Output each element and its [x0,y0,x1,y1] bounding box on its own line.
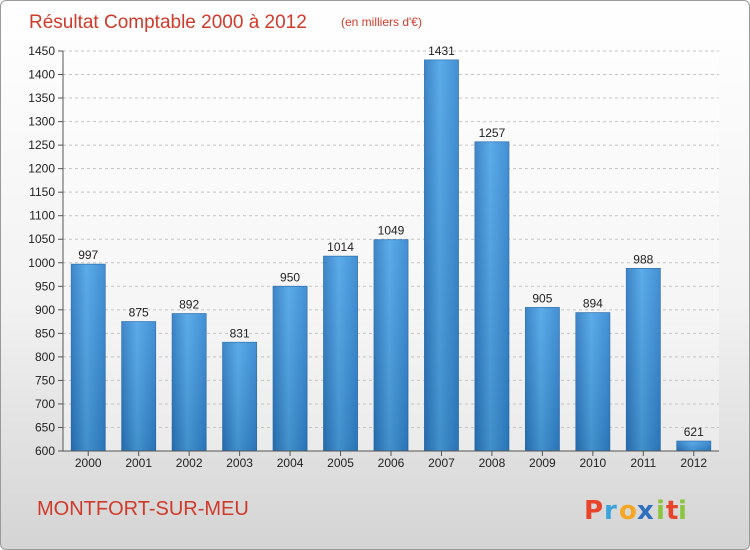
data-label: 1049 [378,224,405,238]
y-axis: 600 650 700 750 800 850 900 950 1000 1050 1100 1150… [28,44,64,458]
bar-shade [474,141,509,451]
data-label: 988 [633,252,653,266]
y-tick-label: 950 [35,279,55,293]
logo-letter: P [584,496,603,526]
city-name: MONTFORT-SUR-MEU [37,498,249,520]
chart-title: Résultat Comptable 2000 à 2012 [29,12,307,33]
bar-shade [172,313,207,451]
y-tick-label: 1450 [28,44,55,58]
x-tick-label: 2007 [428,456,455,470]
bar-shade [222,342,257,451]
data-label: 1014 [327,240,354,254]
bar-shade [323,256,358,451]
y-tick-label: 850 [35,326,55,340]
x-tick-label: 2000 [75,456,102,470]
x-tick-label: 2011 [630,456,656,470]
x-tick-label: 2010 [579,456,606,470]
x-tick-label: 2005 [327,456,354,470]
bar-shade [525,307,560,451]
data-label: 831 [230,326,250,340]
y-tick-label: 1200 [28,162,55,176]
bar-2011: 988 [625,252,661,452]
chart-subtitle: (en milliers d'€) [341,15,422,29]
data-label: 950 [280,270,300,284]
bar-2010: 894 [575,297,611,452]
bar-2003: 831 [222,326,258,452]
bar-2001: 875 [121,306,157,452]
bar-shade [424,59,459,452]
logo-letter: r [604,496,617,526]
logo-letter: o [619,496,637,526]
bar-2000: 997 [70,248,106,452]
data-label: 1257 [479,126,506,140]
data-label: 621 [684,425,704,439]
x-tick-label: 2012 [680,456,707,470]
y-tick-label: 1100 [29,209,55,223]
x-tick-label: 2006 [378,456,405,470]
logo-letter: i [656,496,665,526]
x-axis: 2000 2001 2002 2003 2004 2005 2006 2007 2008 2009… [63,450,719,470]
data-label: 875 [129,306,149,320]
y-tick-label: 1400 [28,68,55,82]
logo-letter: t [666,496,678,526]
bar-2004: 950 [272,270,308,452]
x-tick-label: 2001 [125,456,152,470]
x-tick-label: 2009 [529,456,556,470]
y-tick-label: 1250 [28,138,55,152]
bars: 997 875 892 831 950 1014 1049 1431 1257 905 894 988… [70,44,712,452]
data-label: 905 [532,291,552,305]
y-tick-label: 1050 [28,232,55,246]
bar-shade [676,441,711,451]
y-tick-label: 700 [35,397,55,411]
y-tick-label: 1350 [28,91,55,105]
bar-shade [575,312,610,451]
y-tick-label: 800 [35,350,55,364]
x-tick-label: 2004 [277,456,304,470]
bar-shade [626,268,661,451]
data-label: 997 [78,248,98,262]
logo-letter: i [678,496,687,526]
bar-2005: 1014 [323,240,358,452]
x-tick-label: 2008 [479,456,506,470]
bar-shade [121,321,156,451]
data-label: 894 [583,297,603,311]
x-tick-label: 2003 [226,456,253,470]
y-tick-label: 900 [35,303,55,317]
bar-2009: 905 [524,291,560,452]
bar-shade [273,286,308,451]
bar-2008: 1257 [474,126,510,452]
y-tick-label: 1150 [29,185,55,199]
bar-shade [71,264,106,451]
data-label: 892 [179,298,199,312]
y-tick-label: 1000 [28,256,55,270]
bar-2002: 892 [171,298,207,452]
bar-shade [374,239,408,451]
y-tick-label: 650 [35,420,55,434]
y-tick-label: 750 [35,373,55,387]
bar-2006: 1049 [373,224,409,452]
logo-letter: x [637,496,654,526]
y-tick-label: 1300 [28,115,55,129]
y-tick-label: 600 [35,444,55,458]
x-tick-label: 2002 [176,456,203,470]
bar-2007: 1431 [424,44,459,452]
data-label: 1431 [428,44,455,58]
